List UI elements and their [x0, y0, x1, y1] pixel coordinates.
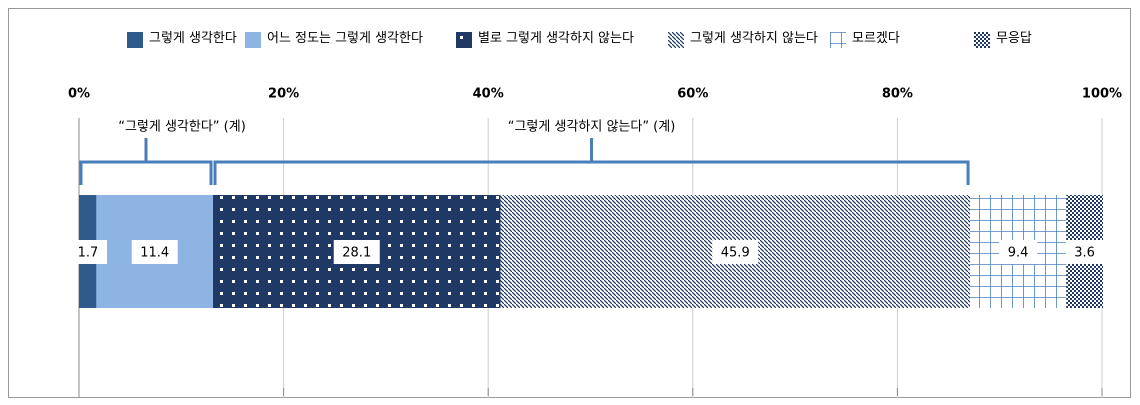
legend-swatch-fill — [127, 32, 143, 48]
annotation: “그렇게 생각한다” (계) — [118, 120, 246, 135]
frame — [8, 8, 1131, 398]
legend-swatch — [245, 32, 261, 48]
x-tick-label: 80% — [882, 87, 913, 102]
legend-swatch-fill — [245, 32, 261, 48]
value-label: 3.6 — [1074, 246, 1095, 261]
bracket — [79, 138, 213, 185]
value-label: 1.7 — [78, 246, 99, 261]
x-tick-label: 40% — [473, 87, 504, 102]
legend-item: 모르겠다 — [830, 30, 960, 48]
legend-label: 그렇게 생각하지 않는다 — [690, 31, 818, 46]
legend-label: 그렇게 생각한다 — [149, 31, 237, 46]
value-label: 11.4 — [140, 246, 169, 261]
value-label: 9.4 — [1008, 246, 1029, 261]
value-label-bg — [69, 240, 107, 264]
value-label: 45.9 — [721, 246, 750, 261]
legend-label: 별로 그렇게 생각하지 않는다 — [478, 31, 634, 46]
x-tick-label: 100% — [1082, 87, 1122, 102]
legend-swatch — [830, 32, 846, 48]
legend-item: 별로 그렇게 생각하지 않는다 — [456, 30, 660, 48]
legend-swatch — [127, 32, 143, 48]
value-label-bg — [712, 240, 759, 264]
legend-label: 무응답 — [996, 31, 1032, 46]
legend-swatch-fill — [668, 32, 684, 48]
legend-item: 그렇게 생각하지 않는다 — [668, 30, 822, 48]
value-label: 28.1 — [342, 246, 371, 261]
x-tick-label: 60% — [677, 87, 708, 102]
x-tick-label: 0% — [68, 87, 90, 102]
value-label-bg — [131, 240, 178, 264]
legend-swatch — [456, 32, 472, 48]
annotation: “그렇게 생각하지 않는다” (계) — [508, 120, 676, 135]
legend-swatch-fill — [830, 32, 846, 48]
legend-swatch — [668, 32, 684, 48]
legend-label: 어느 정도는 그렇게 생각한다 — [267, 31, 423, 46]
legend-label: 모르겠다 — [852, 31, 900, 46]
legend-item: 그렇게 생각한다 — [127, 30, 237, 48]
value-label-bg — [1065, 240, 1104, 264]
legend-swatch-fill — [456, 32, 472, 48]
legend-item: 무응답 — [974, 30, 1112, 48]
x-tick-label: 20% — [268, 87, 299, 102]
legend-swatch — [974, 32, 990, 48]
value-label-bg — [333, 240, 380, 264]
legend-swatch-fill — [974, 32, 990, 48]
value-label-bg — [999, 240, 1038, 264]
legend-item: 어느 정도는 그렇게 생각한다 — [245, 30, 448, 48]
bracket — [213, 138, 970, 185]
